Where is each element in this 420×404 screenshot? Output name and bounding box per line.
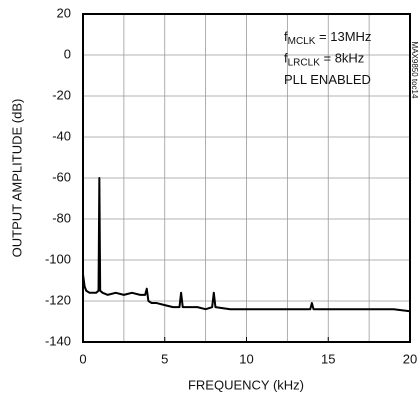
annotation-rest: = 13MHz <box>315 29 371 44</box>
x-tick-label: 10 <box>239 351 253 366</box>
y-tick-label: -40 <box>52 128 71 143</box>
annotation-rest: = 8kHz <box>320 51 364 66</box>
y-tick-label: -60 <box>52 169 71 184</box>
annotation: fMCLK = 13MHz <box>284 29 371 46</box>
y-axis-title: OUTPUT AMPLITUDE (dB) <box>9 99 24 258</box>
data-line <box>82 177 411 313</box>
x-axis-title: FREQUENCY (kHz) <box>188 377 304 392</box>
annotation-main: f <box>284 29 288 44</box>
y-tick-label: 20 <box>57 5 71 20</box>
y-tick-label: -100 <box>45 251 71 266</box>
x-tick-label: 15 <box>321 351 335 366</box>
x-tick-label: 0 <box>79 351 86 366</box>
annotation-main: f <box>284 51 288 66</box>
annotation-main: PLL ENABLED <box>284 72 371 87</box>
figure-code: MAX9850 toc14 <box>410 42 419 99</box>
y-tick-label: -140 <box>45 333 71 348</box>
annotation: PLL ENABLED <box>284 72 371 87</box>
x-tick-label: 5 <box>161 351 168 366</box>
y-tick-label: -120 <box>45 292 71 307</box>
annotation-sub: MCLK <box>288 36 316 47</box>
y-tick-label: 0 <box>64 46 71 61</box>
y-tick-label: -80 <box>52 210 71 225</box>
annotation: fLRCLK = 8kHz <box>284 51 364 68</box>
y-tick-label: -20 <box>52 87 71 102</box>
plot-frame <box>82 13 411 343</box>
x-tick-label: 20 <box>403 351 417 366</box>
annotation-sub: LRCLK <box>288 57 321 68</box>
